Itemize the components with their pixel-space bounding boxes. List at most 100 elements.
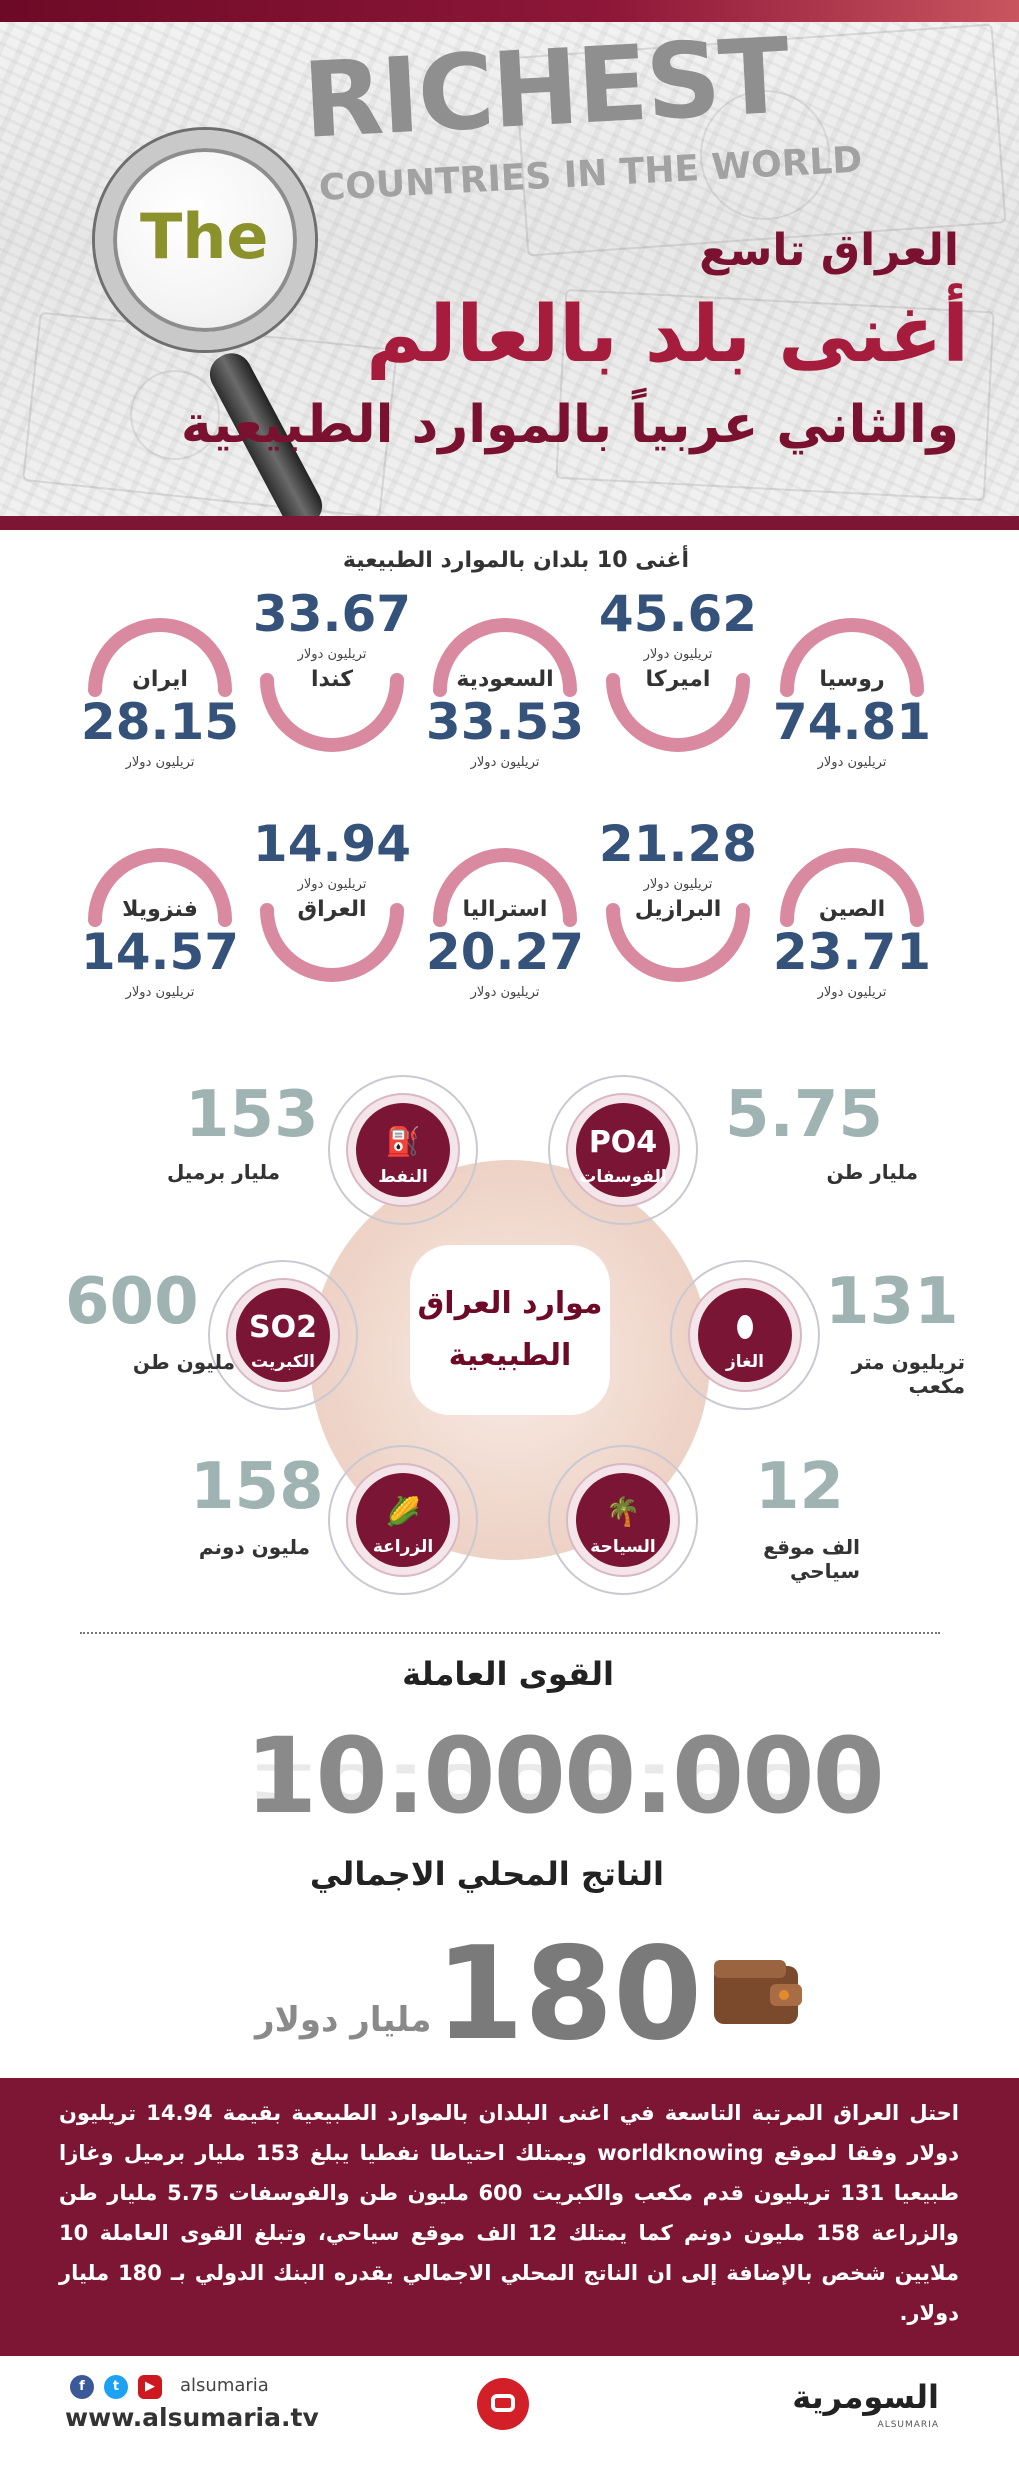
resource-symbol: SO2 [249, 1310, 317, 1345]
country-value: 28.15 [80, 693, 240, 751]
the-word: The [140, 200, 269, 273]
alsumaria-logo-icon [477, 2378, 529, 2430]
country-name: العراق [297, 897, 367, 922]
resource-label: السياحة [590, 1537, 656, 1557]
resource-value: 600 [65, 1265, 199, 1339]
country-value: 23.71 [772, 923, 932, 981]
country-value: 20.27 [425, 923, 585, 981]
country-name: البرازيل [634, 897, 722, 922]
country-name: روسيا [819, 667, 885, 692]
country-unit: تريليون دولار [643, 877, 713, 892]
section-divider [80, 1632, 940, 1634]
country-arc [88, 848, 232, 927]
resource-label: الغاز [726, 1352, 764, 1372]
headline-line1: العراق تاسع [699, 225, 959, 276]
workforce-title: القوى العاملة [402, 1655, 614, 1693]
resource-unit: تريليون متر مكعب [851, 1350, 965, 1398]
resource-unit: مليار طن [826, 1160, 918, 1184]
country-arc [433, 618, 577, 697]
country-unit: تريليون دولار [297, 647, 367, 662]
resource-node: SO2 الكبريت [228, 1280, 338, 1390]
richest-title: RICHEST [300, 14, 791, 162]
center-line1: موارد العراق [417, 1286, 603, 1321]
country-unit: تريليون دولار [817, 985, 887, 1000]
social-handle: alsumaria [180, 2375, 269, 2396]
top10-title: أغنى 10 بلدان بالموارد الطبيعية [342, 548, 689, 573]
resource-symbol: PO4 [588, 1125, 658, 1160]
youtube-icon[interactable]: ▶ [138, 2375, 162, 2399]
country-value: 14.57 [80, 923, 240, 981]
workforce-value-reflection: 10.000.000 [245, 1753, 883, 1808]
country-card: الصين 23.71 تريليون دولار [772, 845, 932, 1005]
country-value: 33.53 [425, 693, 585, 751]
resource-unit: مليون دونم [198, 1535, 310, 1559]
header-banner: The RICHEST COUNTRIES IN THE WORLD العرا… [0, 0, 1019, 530]
headline-line2: أغنى بلد بالعالم [366, 290, 969, 380]
resource-unit: الف موقع سياحي [763, 1535, 860, 1583]
resource-node: 🌴 السياحة [568, 1465, 678, 1575]
country-unit: تريليون دولار [470, 985, 540, 1000]
resource-node: ⛽ النفط [348, 1095, 458, 1205]
country-card: العراق 14.94 تريليون دولار [252, 815, 412, 985]
country-value: 33.67 [252, 585, 412, 643]
resource-label: الزراعة [372, 1537, 434, 1557]
summary-box [0, 2078, 1019, 2356]
gdp-value: 180 [435, 1920, 703, 2069]
country-card: كندا 33.67 تريليون دولار [252, 585, 412, 755]
country-arc [260, 903, 404, 982]
country-name: فنزويلا [122, 897, 198, 922]
resource-ring [208, 1260, 358, 1410]
resource-icon: 🌽 [385, 1495, 421, 1528]
resource-icon: 🌴 [605, 1495, 641, 1528]
country-unit: تريليون دولار [817, 755, 887, 770]
resource-unit: مليون طن [132, 1350, 235, 1374]
resource-node: ⬮ الغاز [690, 1280, 800, 1390]
brand-name: السومرية [792, 2378, 939, 2416]
resource-ring [548, 1445, 698, 1595]
resource-label: الكبريت [251, 1352, 315, 1372]
resource-icon: ⛽ [385, 1125, 421, 1158]
resource-label: الفوسفات [579, 1167, 667, 1187]
country-unit: تريليون دولار [297, 877, 367, 892]
twitter-icon[interactable]: t [104, 2375, 128, 2399]
workforce-value: 10.000.000 [245, 1715, 885, 1837]
country-unit: تريليون دولار [125, 985, 195, 1000]
country-value: 74.81 [772, 693, 932, 751]
resource-ring [328, 1075, 478, 1225]
country-card: اميركا 45.62 تريليون دولار [598, 585, 758, 755]
country-card: روسيا 74.81 تريليون دولار [772, 615, 932, 775]
center-line2: الطبيعية [448, 1338, 572, 1373]
country-arc [260, 673, 404, 752]
country-card: السعودية 33.53 تريليون دولار [425, 615, 585, 775]
country-unit: تريليون دولار [470, 755, 540, 770]
country-card: ايران 28.15 تريليون دولار [80, 615, 240, 775]
resource-label: النفط [378, 1167, 428, 1187]
country-name: السعودية [456, 667, 554, 692]
country-value: 45.62 [598, 585, 758, 643]
resources-section: موارد العراق الطبيعية ⛽ النفط 153 مليار برم… [0, 1050, 1019, 1610]
resource-value: 131 [825, 1265, 959, 1339]
facebook-icon[interactable]: f [70, 2375, 94, 2399]
resource-ring [670, 1260, 820, 1410]
resource-node: 🌽 الزراعة [348, 1465, 458, 1575]
resource-icon: ⬮ [736, 1310, 754, 1343]
bill-seal-decoration [700, 90, 830, 220]
country-arc [88, 618, 232, 697]
country-unit: تريليون دولار [125, 755, 195, 770]
resource-ring [548, 1075, 698, 1225]
gdp-unit: مليار دولار [255, 2000, 432, 2040]
summary-text: احتل العراق المرتبة التاسعة في اغنى البل… [59, 2101, 960, 2325]
country-arc [433, 848, 577, 927]
resource-value: 12 [755, 1450, 845, 1524]
website-link[interactable]: www.alsumaria.tv [65, 2403, 319, 2432]
bill-seal-decoration [130, 370, 220, 460]
country-name: اميركا [645, 667, 711, 692]
resources-center-label: موارد العراق الطبيعية [410, 1245, 610, 1415]
resource-unit: مليار برميل [166, 1160, 280, 1184]
country-value: 21.28 [598, 815, 758, 873]
wallet-icon [714, 1960, 802, 2024]
country-arc [606, 673, 750, 752]
resource-node: PO4 الفوسفات [568, 1095, 678, 1205]
country-card: البرازيل 21.28 تريليون دولار [598, 815, 758, 985]
country-arc [780, 848, 924, 927]
